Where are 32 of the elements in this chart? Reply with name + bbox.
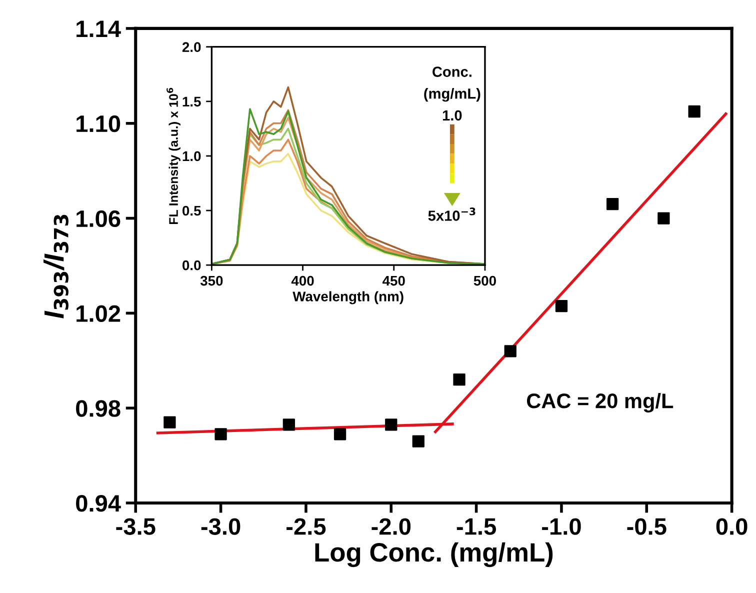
annotation: 1.0	[442, 110, 462, 121]
annotation: Conc.	[432, 66, 472, 77]
y-tick-label: 0.98	[76, 400, 120, 417]
y-axis-title: FL Intensity (a.u.) x 10$^{6}$	[166, 88, 180, 224]
x-tick-label: 500	[474, 276, 496, 286]
x-tick-label: -1.0	[542, 518, 581, 535]
y-tick-label: 1.06	[76, 210, 120, 228]
x-tick-label: 400	[291, 276, 314, 286]
y-tick-label: 0.94	[76, 495, 121, 512]
x-tick-label: -2.5	[286, 518, 326, 535]
x-tick-label: 350	[200, 276, 223, 286]
y-tick-label: 0.0	[182, 260, 201, 270]
annotation: (mg/mL)	[424, 88, 480, 102]
y-tick-label: 0.5	[182, 206, 201, 216]
y-tick-label: 1.5	[182, 96, 201, 107]
y-tick-label: 1.0	[182, 151, 201, 162]
x-tick-label: 450	[382, 276, 405, 286]
x-axis-title: Log Conc. (mg/mL)	[315, 542, 553, 568]
x-tick-label: 0.0	[716, 518, 748, 535]
y-tick-label: 2.0	[182, 42, 201, 52]
y-tick-label: 1.14	[76, 20, 121, 38]
x-tick-label: -3.0	[201, 518, 240, 535]
x-tick-label: -3.5	[116, 518, 156, 535]
y-axis-title: I$_{393}$/I$_{373}$	[43, 214, 68, 318]
x-axis-title: Wavelength (nm)	[292, 291, 404, 304]
x-tick-label: -2.0	[372, 518, 411, 535]
x-tick-label: -0.5	[627, 518, 666, 535]
annotation: CAC = 20 mg/L	[526, 392, 674, 412]
y-tick-label: 1.02	[76, 305, 120, 322]
annotation: 5x10$^{−3}$	[428, 208, 476, 221]
y-tick-label: 1.10	[76, 115, 120, 132]
x-tick-label: -1.5	[456, 518, 496, 535]
